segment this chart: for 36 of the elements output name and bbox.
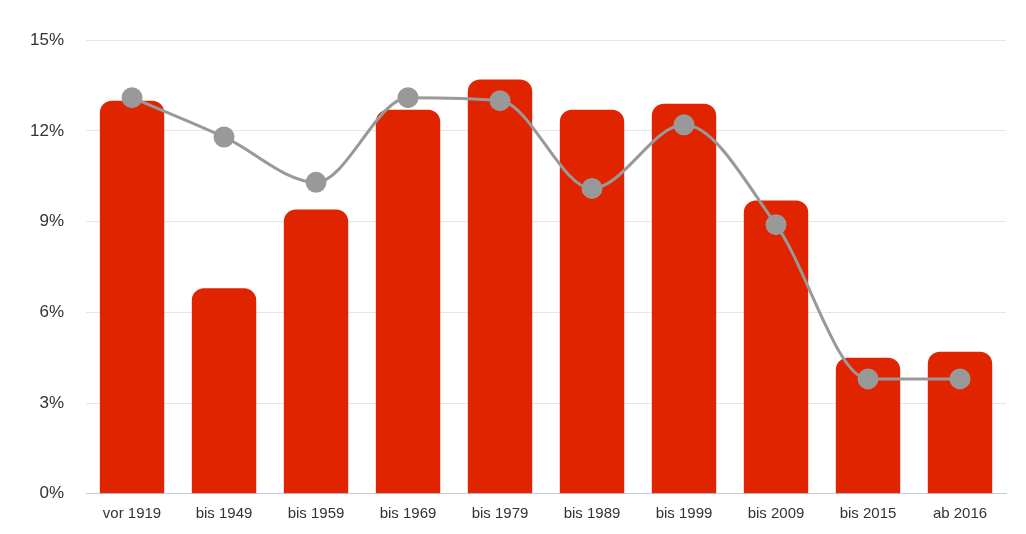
point	[121, 87, 143, 109]
x-tick-label: bis 1959	[287, 503, 345, 521]
bar	[99, 100, 165, 494]
y-tick-label: 0%	[39, 483, 65, 503]
x-tick-label: bis 1989	[563, 503, 621, 521]
point	[765, 214, 787, 236]
x-tick-label: bis 1979	[471, 503, 529, 521]
bar	[559, 109, 625, 494]
bar	[467, 79, 533, 494]
bar	[651, 103, 717, 494]
bar	[743, 200, 809, 494]
point	[581, 177, 603, 199]
bar	[927, 351, 993, 494]
point	[213, 126, 235, 148]
y-tick-label: 9%	[39, 211, 65, 231]
point	[397, 87, 419, 109]
bar	[283, 209, 349, 494]
x-tick-label: bis 2015	[839, 503, 897, 521]
bar	[375, 109, 441, 494]
x-tick-label: bis 1969	[379, 503, 437, 521]
x-tick-label: vor 1919	[102, 503, 162, 521]
y-tick-label: 6%	[39, 302, 65, 322]
point	[857, 368, 879, 390]
point	[673, 114, 695, 136]
y-tick-label: 15%	[29, 29, 65, 49]
y-tick-label: 12%	[29, 120, 65, 140]
bar	[835, 357, 901, 494]
x-tick-label: bis 1999	[655, 503, 713, 521]
x-tick-label: ab 2016	[932, 503, 988, 521]
point	[949, 368, 971, 390]
bar	[191, 288, 257, 494]
y-tick-label: 3%	[39, 392, 65, 412]
x-tick-label: bis 1949	[195, 503, 253, 521]
point	[305, 171, 327, 193]
point	[489, 90, 511, 112]
x-tick-label: bis 2009	[747, 503, 805, 521]
